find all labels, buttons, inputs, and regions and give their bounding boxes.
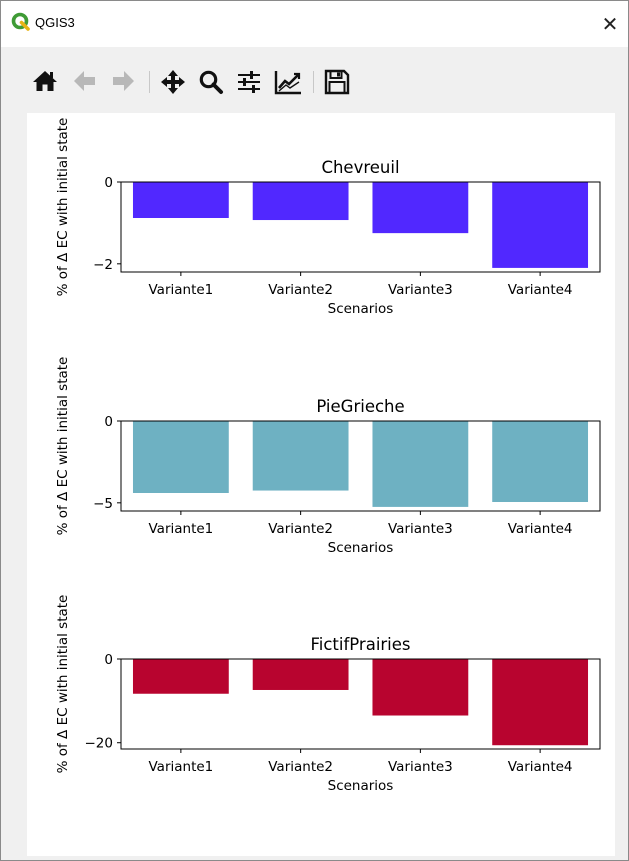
zoom-button[interactable] bbox=[195, 61, 229, 101]
x-tick-label: Variante4 bbox=[508, 521, 573, 537]
edit-axis-icon bbox=[274, 71, 301, 95]
y-tick-label: 0 bbox=[104, 175, 113, 191]
save-button[interactable] bbox=[321, 61, 355, 101]
y-tick-label: −2 bbox=[93, 257, 113, 273]
x-tick-label: Variante2 bbox=[268, 282, 333, 298]
configure-subplots-button[interactable] bbox=[233, 61, 267, 101]
y-tick-label: −20 bbox=[85, 736, 114, 752]
x-axis-label: Scenarios bbox=[328, 540, 394, 556]
toolbar-separator bbox=[313, 71, 314, 93]
x-tick-label: Variante3 bbox=[388, 521, 453, 537]
y-tick-label: 0 bbox=[104, 414, 113, 430]
x-tick-label: Variante2 bbox=[268, 521, 333, 537]
chart-title: Chevreuil bbox=[321, 158, 399, 177]
x-tick-label: Variante1 bbox=[148, 521, 213, 537]
bar bbox=[132, 659, 229, 694]
bar bbox=[372, 659, 469, 716]
bar bbox=[492, 421, 589, 502]
bar bbox=[132, 182, 229, 218]
qgis-logo-icon bbox=[11, 12, 30, 31]
bar bbox=[132, 421, 229, 493]
axes-frame bbox=[120, 420, 601, 512]
bar bbox=[252, 182, 349, 221]
figure-canvas[interactable]: 0 −2 Variante1 Variante2 Variante3 Variante4 C… bbox=[27, 113, 615, 856]
chart-title: PieGrieche bbox=[316, 397, 404, 416]
bar-charts: 0 −2 Variante1 Variante2 Variante3 Variante4 C… bbox=[55, 118, 601, 794]
y-axis-label: % of Δ EC with initial state bbox=[55, 595, 71, 774]
y-tick-label: 0 bbox=[104, 652, 113, 668]
axes-frame bbox=[120, 181, 601, 273]
x-tick-label: Variante1 bbox=[148, 282, 213, 298]
configure-subplots-icon bbox=[238, 71, 260, 93]
y-tick-label: −5 bbox=[93, 496, 113, 512]
home-icon bbox=[33, 71, 57, 91]
chart-2: 0 −20 Variante1 Variante2 Variante3 Variante4… bbox=[55, 595, 601, 794]
bar bbox=[372, 421, 469, 507]
x-tick-label: Variante4 bbox=[508, 282, 573, 298]
pan-icon bbox=[161, 70, 185, 94]
x-axis-label: Scenarios bbox=[328, 301, 394, 317]
plot-toolbar bbox=[29, 61, 609, 101]
x-tick-label: Variante3 bbox=[388, 282, 453, 298]
bar bbox=[252, 659, 349, 690]
save-icon bbox=[324, 69, 350, 95]
pan-button[interactable] bbox=[157, 61, 191, 101]
chart-title: FictifPrairies bbox=[310, 635, 410, 654]
back-button[interactable] bbox=[69, 61, 103, 101]
y-axis-label: % of Δ EC with initial state bbox=[55, 118, 71, 297]
home-button[interactable] bbox=[29, 61, 63, 101]
bar bbox=[372, 182, 469, 234]
close-button[interactable]: ✕ bbox=[597, 11, 623, 37]
x-tick-label: Variante3 bbox=[388, 759, 453, 775]
back-arrow-icon bbox=[74, 71, 95, 91]
x-tick-label: Variante4 bbox=[508, 759, 573, 775]
forward-button[interactable] bbox=[107, 61, 141, 101]
title-bar: QGIS3 ✕ bbox=[1, 1, 628, 47]
bar bbox=[492, 659, 589, 746]
chart-0: 0 −2 Variante1 Variante2 Variante3 Variante4 C… bbox=[55, 118, 601, 317]
axes-frame bbox=[120, 658, 601, 750]
toolbar-separator bbox=[149, 71, 150, 93]
x-tick-label: Variante2 bbox=[268, 759, 333, 775]
bar bbox=[252, 421, 349, 491]
y-axis-label: % of Δ EC with initial state bbox=[55, 357, 71, 536]
edit-axis-button[interactable] bbox=[271, 61, 305, 101]
bar bbox=[492, 182, 589, 268]
window-title: QGIS3 bbox=[35, 15, 75, 30]
chart-1: 0 −5 Variante1 Variante2 Variante3 Variante4 P… bbox=[55, 357, 601, 556]
zoom-icon bbox=[199, 70, 223, 94]
close-icon: ✕ bbox=[601, 12, 619, 36]
x-tick-label: Variante1 bbox=[148, 759, 213, 775]
x-axis-label: Scenarios bbox=[328, 778, 394, 794]
forward-arrow-icon bbox=[113, 71, 134, 91]
